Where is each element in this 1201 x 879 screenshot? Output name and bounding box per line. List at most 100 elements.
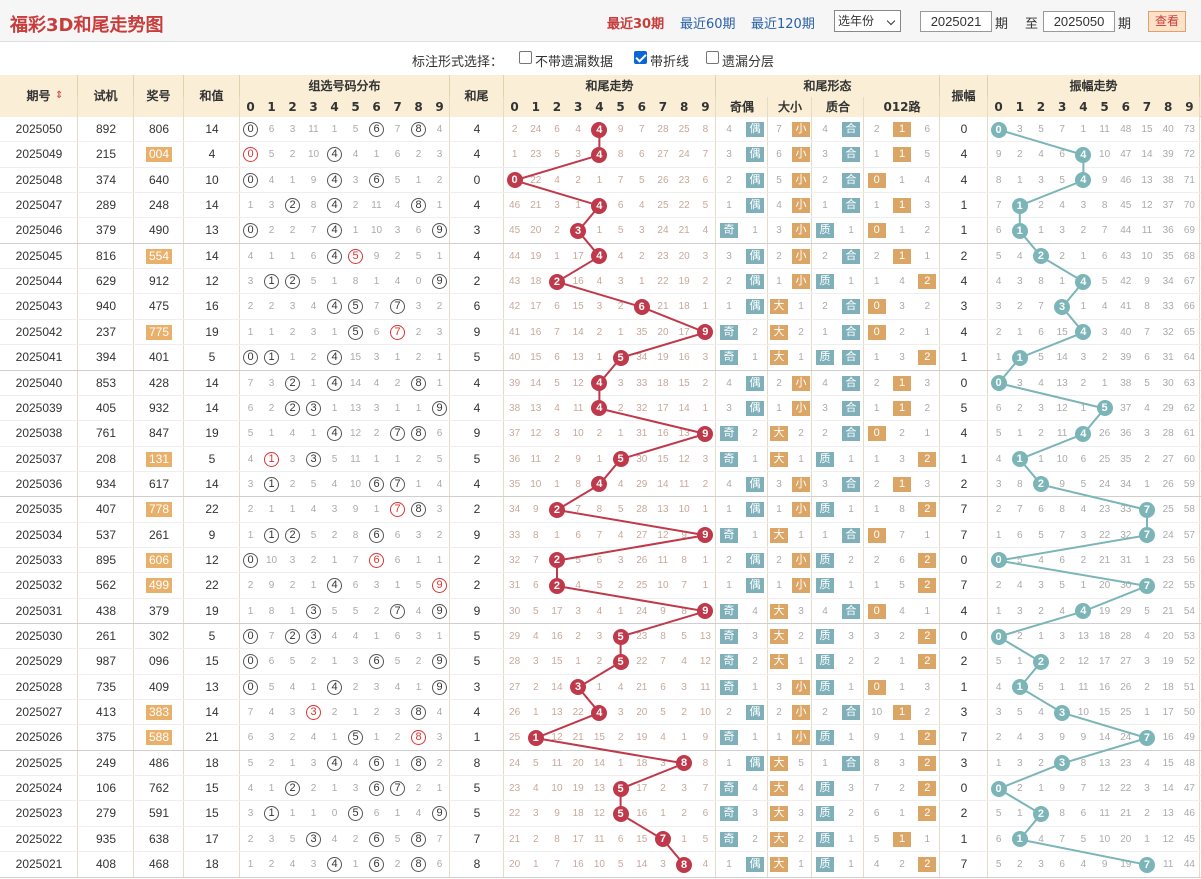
big-small-miss: 2 xyxy=(798,833,804,845)
route-miss: 1 xyxy=(873,580,880,592)
big-small-miss: 1 xyxy=(798,453,804,465)
tail-miss: 8 xyxy=(702,124,709,135)
route-miss: 3 xyxy=(924,377,931,389)
group-ball-9: 9 xyxy=(432,679,447,695)
sort-icon[interactable]: ⇕ xyxy=(55,90,64,101)
tail-miss: 5 xyxy=(596,580,603,592)
header-big-small: 大小 xyxy=(768,97,812,117)
prize-cell: 428 xyxy=(148,375,170,390)
group-miss: 1 xyxy=(331,783,338,795)
tail-trend-header-digit-9: 9 xyxy=(694,97,716,117)
group-miss: 5 xyxy=(352,605,359,617)
amp-miss: 3 xyxy=(1144,783,1150,795)
option-no-miss-label[interactable]: 不带遗漏数据 xyxy=(535,55,614,70)
prime-comp-miss: 1 xyxy=(848,681,854,693)
group-ball-8: 8 xyxy=(411,426,426,442)
group-ball-4: 4 xyxy=(327,350,342,366)
checkbox-layered-miss[interactable] xyxy=(706,51,719,64)
prime-comp-tag: 质 xyxy=(816,857,834,873)
group-miss: 4 xyxy=(394,200,401,212)
tail-miss: 6 xyxy=(575,529,581,541)
tail-miss: 22 xyxy=(678,200,690,212)
route-miss: 3 xyxy=(924,200,931,212)
group-miss: 4 xyxy=(289,681,296,693)
tail-miss: 23 xyxy=(678,174,690,186)
amp-miss: 3 xyxy=(1017,276,1023,288)
amp-miss: 1 xyxy=(995,605,1002,617)
big-small-miss: 2 xyxy=(798,631,804,642)
recent-30-link[interactable]: 最近30期 xyxy=(607,17,665,32)
group-miss: 5 xyxy=(289,833,296,845)
group-miss: 3 xyxy=(331,504,338,516)
tail-ball-2: 2 xyxy=(548,552,565,569)
checkbox-with-line[interactable] xyxy=(634,51,647,64)
amp-miss: 2 xyxy=(1017,149,1023,161)
group-miss: 1 xyxy=(331,402,338,414)
prime-comp-tag: 质 xyxy=(816,502,834,518)
prize-cell: 762 xyxy=(148,781,170,796)
amp-miss: 3 xyxy=(1080,529,1087,541)
amp-miss: 8 xyxy=(1101,200,1108,212)
amp-miss: 2 xyxy=(1059,656,1065,668)
amp-miss: 1 xyxy=(1017,428,1023,440)
tail-miss: 2 xyxy=(702,478,709,490)
route-miss: 4 xyxy=(873,859,880,871)
amp-miss: 25 xyxy=(1162,504,1174,516)
tail-miss: 31 xyxy=(636,428,648,440)
big-small-tag: 小 xyxy=(792,552,810,568)
odd-even-tag: 奇 xyxy=(720,806,738,822)
tail-miss: 17 xyxy=(572,833,584,845)
tail-miss: 1 xyxy=(639,276,645,288)
amp-miss: 7 xyxy=(1080,783,1087,795)
amp-miss: 8 xyxy=(1038,276,1044,288)
from-period-input[interactable]: 2025021 xyxy=(920,11,992,32)
period-cell: 2025023 xyxy=(15,806,63,821)
tail-miss: 23 xyxy=(636,631,648,642)
period-cell: 2025042 xyxy=(15,324,63,339)
amp-miss: 5 xyxy=(1038,681,1044,693)
tail-miss: 28 xyxy=(636,504,648,516)
amp-miss: 1 xyxy=(1017,808,1023,820)
amp-miss: 15 xyxy=(1056,326,1068,338)
amp-cell: 7 xyxy=(960,502,968,517)
group-miss: 2 xyxy=(247,833,254,845)
tail-miss: 26 xyxy=(636,554,648,566)
amp-miss: 4 xyxy=(1080,504,1087,516)
amp-miss: 5 xyxy=(1080,478,1087,490)
amp-miss: 62 xyxy=(1183,402,1195,414)
period-cell: 2025037 xyxy=(15,451,63,466)
tail-miss: 45 xyxy=(509,225,521,237)
big-small-miss: 1 xyxy=(798,529,804,541)
group-miss: 6 xyxy=(394,529,401,541)
amp-miss: 21 xyxy=(1099,554,1111,566)
amp-cell: 4 xyxy=(960,324,968,339)
tail-cell: 9 xyxy=(473,603,481,618)
view-button[interactable]: 查看 xyxy=(1148,11,1186,32)
option-layered-miss-label[interactable]: 遗漏分层 xyxy=(722,55,775,70)
recent-120-link[interactable]: 最近120期 xyxy=(751,17,815,32)
header-period[interactable]: 期号 xyxy=(0,75,78,117)
prize-cell: 806 xyxy=(148,122,170,136)
recent-60-link[interactable]: 最近60期 xyxy=(680,17,736,32)
amp-miss: 1 xyxy=(995,529,1002,541)
tail-miss: 21 xyxy=(572,732,584,744)
group-miss: 1 xyxy=(394,808,401,820)
tail-miss: 13 xyxy=(551,707,563,719)
to-period-input[interactable]: 2025050 xyxy=(1043,11,1115,32)
tail-miss: 23 xyxy=(657,250,669,262)
big-small-tag: 小 xyxy=(792,248,810,264)
tail-miss: 8 xyxy=(681,554,687,566)
tail-miss: 34 xyxy=(636,352,648,364)
amp-miss: 13 xyxy=(1162,808,1174,820)
checkbox-no-miss[interactable] xyxy=(519,51,532,64)
amp-cell: 2 xyxy=(960,476,968,491)
prime-comp-miss: 1 xyxy=(848,580,854,592)
year-select[interactable]: 选年份 xyxy=(834,10,901,32)
amp-miss: 5 xyxy=(995,859,1002,871)
prime-comp-tag: 质 xyxy=(816,451,834,467)
amp-miss: 11 xyxy=(1099,808,1110,820)
group-miss: 8 xyxy=(268,605,275,617)
option-with-line-label[interactable]: 带折线 xyxy=(650,55,690,70)
tail-cell: 5 xyxy=(473,629,481,643)
amp-miss: 29 xyxy=(1162,402,1174,414)
